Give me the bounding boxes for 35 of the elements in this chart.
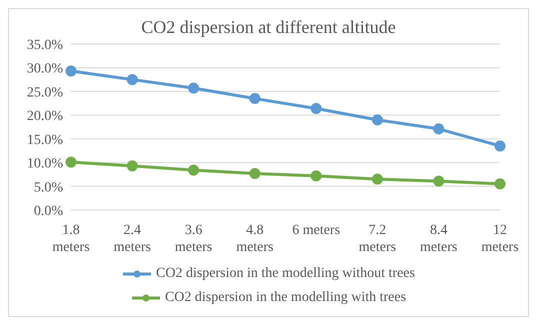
point [188, 164, 200, 176]
point [433, 176, 444, 187]
point [433, 123, 444, 134]
point [188, 82, 200, 94]
x-tick-label: 3.6 meters [174, 223, 212, 255]
x-tick-label: 2.4 meters [114, 223, 151, 255]
y-tick-label: 20.0% [26, 109, 64, 124]
point [126, 160, 138, 172]
point [66, 66, 76, 77]
legend-label: CO2 dispersion in the modelling with trees [164, 289, 406, 307]
point [494, 140, 506, 152]
y-tick-label: 35.0% [26, 38, 64, 53]
x-tick-label: 4.8 meters [236, 223, 274, 255]
point [249, 93, 260, 104]
point [310, 170, 322, 182]
x-tick-label: 1.8 meters [52, 223, 90, 255]
y-tick-label: 5.0% [34, 180, 64, 196]
x-tick-label: 7.2 meters [358, 223, 396, 255]
point [126, 74, 138, 86]
point [372, 174, 383, 185]
point [249, 168, 260, 179]
chart-title: CO2 dispersion at different altitude [140, 17, 397, 38]
y-tick-label: 15.0% [26, 132, 64, 148]
y-tick-label: 30.0% [26, 62, 64, 77]
point [372, 114, 383, 126]
y-tick-label: 10.0% [26, 156, 64, 172]
y-tick-label: 0.0% [34, 204, 64, 219]
point [310, 103, 322, 114]
x-tick-label: 6 meters [292, 223, 340, 238]
point [494, 178, 506, 190]
legend-label: CO2 dispersion in the modelling without trees [156, 265, 415, 283]
point [66, 156, 76, 168]
x-tick-label: 8.4 meters [420, 223, 458, 255]
y-tick-label: 25.0% [26, 85, 64, 100]
x-tick-label: 12 meters [481, 223, 519, 255]
